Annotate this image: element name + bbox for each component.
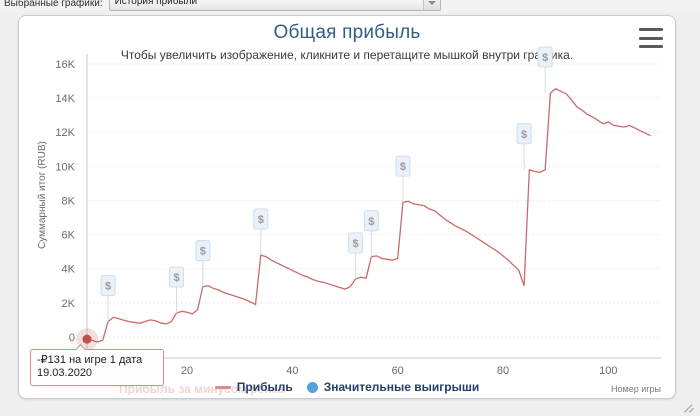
series-line-profit bbox=[86, 87, 651, 343]
x-axis-tick-label: 20 bbox=[181, 365, 193, 377]
tooltip-line-1: -₽131 на игре 1 дата bbox=[37, 354, 143, 366]
x-axis-tick-label: 100 bbox=[599, 365, 617, 377]
annotation-flag-significant-win[interactable]: $ bbox=[516, 123, 532, 170]
tooltip-arrow bbox=[75, 344, 85, 350]
annotation-flag-label: $ bbox=[542, 52, 548, 64]
page-title: Общая прибыль bbox=[273, 22, 421, 43]
annotation-flag-significant-win[interactable]: $ bbox=[253, 208, 269, 256]
x-axis-tick-label: 40 bbox=[286, 365, 298, 377]
chevron-down-icon[interactable] bbox=[422, 0, 440, 10]
annotation-flag-label: $ bbox=[173, 272, 179, 284]
legend-item-significant-wins[interactable]: Значительные выигрыши bbox=[306, 380, 480, 394]
y-axis-tick-label: 8K bbox=[62, 195, 76, 207]
page-background: Общая прибыль Чтобы увеличить изображени… bbox=[0, 12, 700, 416]
chart-tooltip: -₽131 на игре 1 дата 19.03.2020 bbox=[30, 349, 164, 386]
annotation-flag-label: $ bbox=[105, 281, 111, 293]
annotation-flag-significant-win[interactable]: $ bbox=[348, 232, 364, 279]
legend-label-significant-wins: Значительные выигрыши bbox=[323, 380, 480, 394]
legend-line-icon bbox=[214, 385, 231, 389]
legend-dot-icon bbox=[306, 381, 318, 393]
chart-subtitle: Чтобы увеличить изображение, кликните и … bbox=[120, 48, 574, 62]
x-axis-tick-label: 80 bbox=[497, 365, 509, 377]
y-axis-tick-label: 4K bbox=[62, 264, 76, 276]
annotation-flag-label: $ bbox=[400, 161, 406, 173]
annotation-flag-significant-win[interactable]: $ bbox=[537, 46, 553, 93]
annotation-flag-label: $ bbox=[258, 214, 264, 226]
annotation-flag-significant-win[interactable]: $ bbox=[195, 240, 211, 287]
legend-label-profit: Прибыль bbox=[236, 380, 293, 394]
annotation-flag-label: $ bbox=[368, 216, 374, 228]
hamburger-menu-icon[interactable] bbox=[639, 28, 663, 48]
chart-card: Общая прибыль Чтобы увеличить изображени… bbox=[18, 15, 676, 399]
selected-charts-label: Выбранные графики: bbox=[4, 0, 103, 9]
y-axis-tick-label: 6K bbox=[62, 230, 76, 242]
annotation-flag-label: $ bbox=[353, 238, 359, 250]
y-axis-tick-label: 10K bbox=[55, 161, 75, 173]
y-axis-tick-label: 2K bbox=[62, 298, 76, 310]
y-axis-tick-label: 14K bbox=[55, 93, 75, 105]
y-axis-tick-label: 0 bbox=[69, 332, 75, 344]
tooltip-line-2: 19.03.2020 bbox=[37, 367, 93, 379]
chart-legend: Прибыль Значительные выигрыши bbox=[19, 380, 675, 394]
chart-select-value: История прибыли bbox=[114, 0, 198, 7]
annotation-flag-label: $ bbox=[200, 246, 206, 258]
y-axis-title: Суммарный итог (RUB) bbox=[37, 141, 48, 249]
annotation-flag-significant-win[interactable]: $ bbox=[363, 210, 379, 257]
annotation-flag-significant-win[interactable]: $ bbox=[100, 275, 116, 322]
x-axis-tick-label: 60 bbox=[392, 365, 404, 377]
y-axis-tick-label: 12K bbox=[55, 127, 75, 139]
chart-plot-area[interactable]: 0 2K 4K 6K 8K 10K 12K 14K 16K 20 40 60 80 100 Суммарны… bbox=[19, 16, 675, 398]
annotation-flag-significant-win[interactable]: $ bbox=[395, 155, 411, 203]
x-axis-title: Номер игры bbox=[611, 384, 661, 394]
legend-item-profit[interactable]: Прибыль bbox=[214, 380, 293, 394]
annotation-flag-significant-win[interactable]: $ bbox=[169, 266, 185, 314]
chart-svg: 0 2K 4K 6K 8K 10K 12K 14K 16K 20 40 60 80 100 Суммарны… bbox=[37, 46, 661, 377]
annotation-flag-label: $ bbox=[521, 129, 527, 141]
resize-grip[interactable] bbox=[684, 402, 696, 414]
y-axis-tick-label: 16K bbox=[55, 59, 75, 71]
chart-select-dropdown[interactable]: История прибыли bbox=[108, 0, 441, 11]
